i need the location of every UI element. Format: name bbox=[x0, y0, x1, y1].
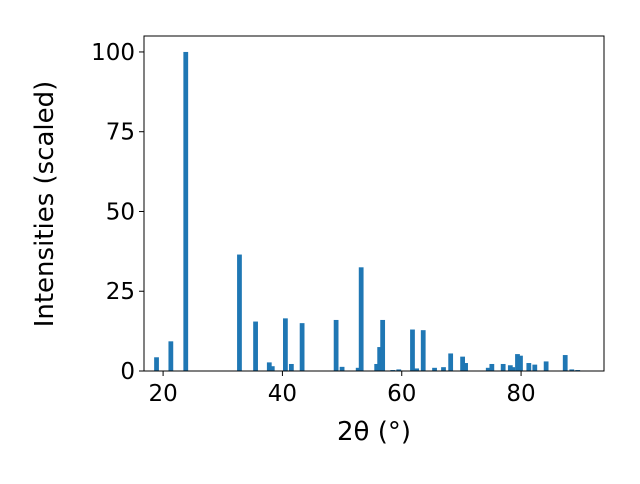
y-tick-label: 75 bbox=[106, 120, 135, 146]
bar bbox=[299, 323, 305, 371]
bar bbox=[288, 363, 294, 371]
bar bbox=[269, 366, 275, 371]
bar bbox=[410, 329, 415, 371]
bar bbox=[532, 364, 538, 371]
bar bbox=[333, 319, 339, 371]
bar bbox=[448, 353, 454, 371]
bar bbox=[463, 363, 468, 371]
x-tick-label: 40 bbox=[268, 381, 297, 407]
y-tick-label: 25 bbox=[106, 279, 135, 305]
bar bbox=[374, 363, 380, 371]
plot-frame bbox=[143, 35, 605, 372]
bar bbox=[460, 356, 465, 371]
bar bbox=[183, 51, 189, 371]
bar bbox=[562, 355, 568, 371]
bar bbox=[510, 367, 516, 371]
bar bbox=[358, 267, 364, 371]
y-tick-label: 100 bbox=[91, 40, 135, 66]
bar bbox=[489, 363, 495, 371]
x-tick-label: 80 bbox=[506, 381, 535, 407]
bar bbox=[377, 347, 383, 371]
bar bbox=[441, 367, 446, 371]
bar bbox=[414, 368, 420, 371]
bar bbox=[526, 363, 532, 371]
bar bbox=[543, 361, 549, 371]
bar bbox=[237, 254, 242, 371]
bar bbox=[168, 341, 174, 371]
bar bbox=[420, 330, 426, 371]
bar bbox=[432, 367, 437, 371]
y-tick-label: 0 bbox=[120, 359, 135, 385]
x-tick-label: 60 bbox=[387, 381, 416, 407]
bar bbox=[355, 367, 361, 371]
bar bbox=[266, 362, 272, 371]
bar bbox=[339, 366, 345, 371]
bar bbox=[485, 367, 491, 371]
x-axis-label: 2θ (°) bbox=[337, 417, 411, 447]
bar bbox=[518, 355, 523, 371]
bar bbox=[253, 321, 258, 371]
bar bbox=[380, 319, 386, 371]
bar bbox=[154, 357, 159, 371]
bar bbox=[283, 318, 288, 371]
bar bbox=[515, 354, 520, 371]
bar bbox=[569, 369, 575, 371]
y-axis-label: Intensities (scaled) bbox=[30, 81, 60, 328]
y-tick-label: 50 bbox=[106, 199, 135, 225]
bar bbox=[500, 363, 506, 371]
x-tick-label: 20 bbox=[148, 381, 177, 407]
bar bbox=[396, 369, 402, 371]
